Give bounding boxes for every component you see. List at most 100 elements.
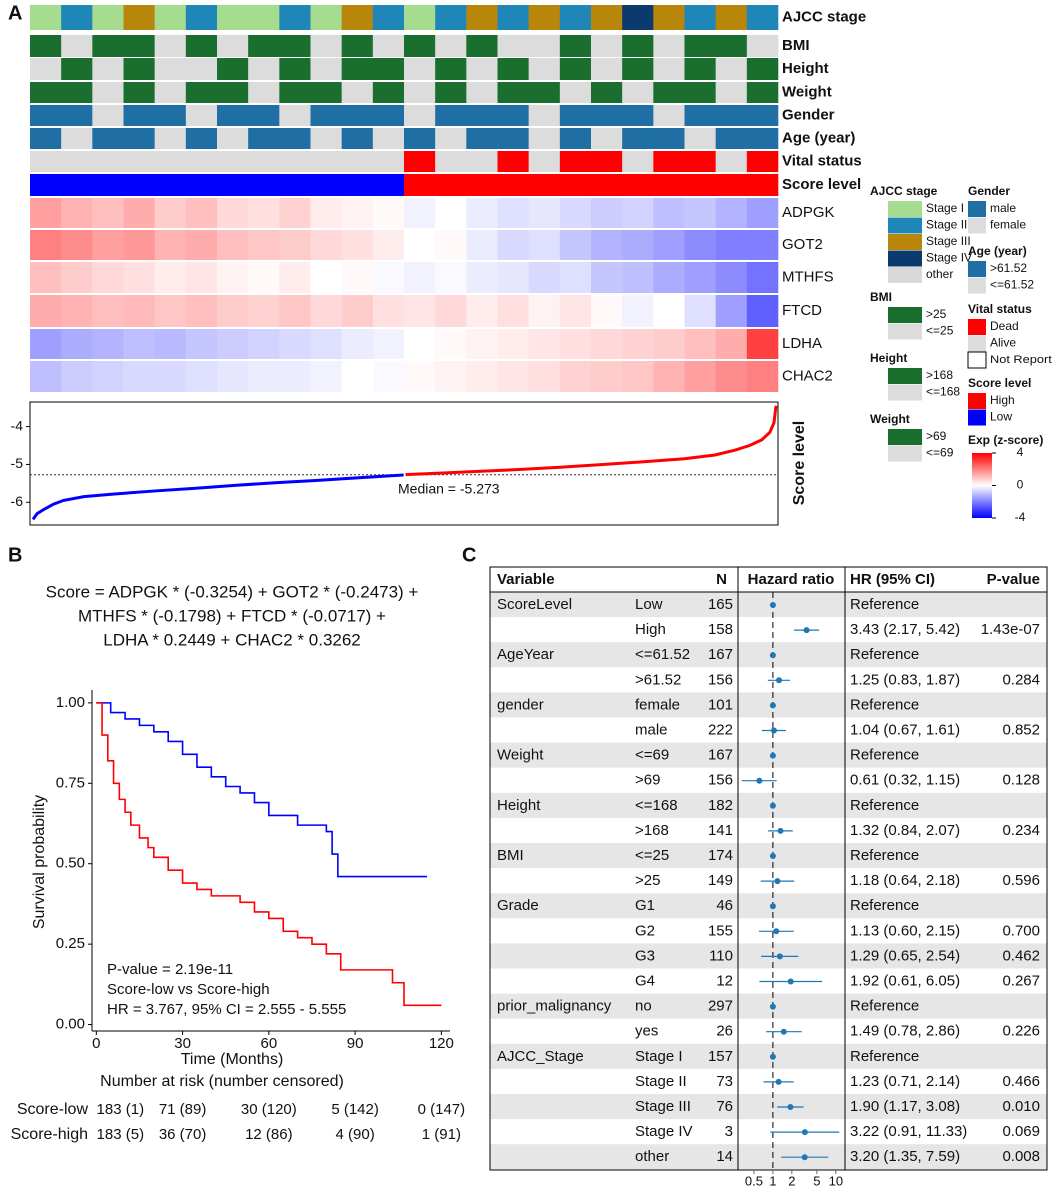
heatmap-cell [746, 361, 779, 392]
heatmap-cell [715, 361, 748, 392]
annotation-cell [684, 5, 716, 30]
x-axis-label: Time (Months) [181, 1051, 284, 1068]
annotation-label: Gender [782, 106, 835, 123]
row-shade [490, 1094, 1047, 1120]
hr-text: 1.90 (1.17, 3.08) [850, 1098, 960, 1115]
heatmap-cell [497, 361, 529, 392]
annotation-cell [684, 128, 716, 149]
variable: AJCC_Stage [497, 1048, 584, 1065]
heatmap-cell [622, 361, 654, 392]
y-tick-label: -4 [11, 417, 24, 433]
annotation-cell [279, 82, 311, 103]
level: G3 [635, 947, 655, 964]
hr-point [769, 853, 776, 859]
row-shade [490, 642, 1047, 668]
n: 174 [708, 847, 733, 864]
heatmap-cell [217, 262, 249, 293]
n: 149 [708, 872, 733, 889]
hr-text: Reference [850, 847, 919, 864]
heatmap-cell [30, 295, 62, 327]
heatmap-cell [528, 262, 561, 293]
annotation-cell [217, 105, 249, 126]
hr-point [801, 1129, 808, 1136]
n: 167 [708, 747, 733, 764]
heatmap-cell [591, 262, 623, 293]
heatmap-cell [435, 329, 467, 359]
annotation-cell [341, 82, 374, 103]
legend-swatch [888, 384, 922, 401]
annotation-cell [715, 58, 748, 80]
formula-line: LDHA * 0.2449 + CHAC2 * 0.3262 [103, 630, 361, 649]
table-frame [489, 566, 1048, 1171]
legend-title: Score level [968, 376, 1031, 390]
heatmap-cell [92, 262, 124, 293]
annotation-cell [248, 128, 280, 149]
annotation-cell [591, 58, 623, 80]
annotation-cell [92, 105, 124, 126]
annotation-cell [30, 35, 62, 57]
legend-label: male [990, 201, 1016, 215]
legend-swatch [968, 277, 986, 294]
annotation-cell [185, 151, 218, 172]
heatmap-cell [185, 198, 218, 228]
annotation-cell [622, 174, 654, 196]
annotation-cell [466, 151, 498, 172]
heatmap-cell [341, 361, 374, 392]
annotation-cell [92, 174, 124, 196]
annotation-cell [123, 58, 155, 80]
risk-cell: 12 (86) [245, 1126, 293, 1143]
colorbar-label: -4 [1015, 510, 1026, 524]
heatmap-cell [404, 262, 436, 293]
p-value: 0.267 [1002, 972, 1040, 989]
hr-point [769, 752, 776, 759]
annotation-cell [435, 174, 467, 196]
legend-label: Stage II [926, 218, 967, 232]
legend-label: >168 [926, 368, 953, 382]
level: High [635, 621, 666, 638]
x-tick-label: 0.5 [745, 1173, 763, 1188]
annotation-cell [310, 35, 342, 57]
level: Stage II [635, 1073, 687, 1090]
annotation-cell [61, 82, 93, 103]
level: <=168 [635, 797, 678, 814]
n: 3 [725, 1123, 733, 1140]
annotation-cell [279, 174, 311, 196]
heatmap-cell [248, 361, 280, 392]
p-value: 0.069 [1002, 1123, 1040, 1140]
annotation-cell [123, 151, 155, 172]
row-shade [490, 692, 1047, 718]
x-tick-label: 60 [260, 1035, 277, 1052]
annotation-cell [404, 174, 436, 196]
risk-cell: 1 (91) [422, 1126, 461, 1143]
p-value: 1.43e-07 [981, 621, 1040, 638]
heatmap-cell [61, 329, 93, 359]
annotation-cell [466, 105, 498, 126]
formula-line: Score = ADPGK * (-0.3254) + GOT2 * (-0.2… [46, 582, 419, 601]
annotation-label: Weight [782, 83, 832, 100]
risk-cell: 30 (120) [241, 1101, 297, 1118]
heatmap-cell [30, 262, 62, 293]
header: HR (95% CI) [850, 571, 935, 588]
risk-row-label: Score-high [11, 1126, 88, 1143]
variable: prior_malignancy [497, 998, 612, 1015]
annotation-cell [653, 35, 685, 57]
heatmap-cell [30, 361, 62, 392]
heatmap-cell [154, 198, 187, 228]
hr-text: 3.20 (1.35, 7.59) [850, 1148, 960, 1165]
heatmap-cell [279, 262, 311, 293]
survival-curve [96, 702, 427, 878]
annotation-cell [310, 5, 342, 30]
legend-swatch [968, 393, 986, 409]
legend-label: >69 [926, 429, 947, 443]
hr-point [776, 953, 783, 960]
annotation-cell [372, 128, 405, 149]
heatmap-cell [123, 198, 155, 228]
heatmap-cell [466, 262, 498, 293]
heatmap-cell [466, 198, 498, 228]
heatmap-cell [746, 295, 779, 327]
annotation-cell [30, 105, 62, 126]
heatmap-cell [61, 361, 93, 392]
hr-text: Reference [850, 747, 919, 764]
annotation-cell [154, 82, 187, 103]
n: 158 [708, 621, 733, 638]
